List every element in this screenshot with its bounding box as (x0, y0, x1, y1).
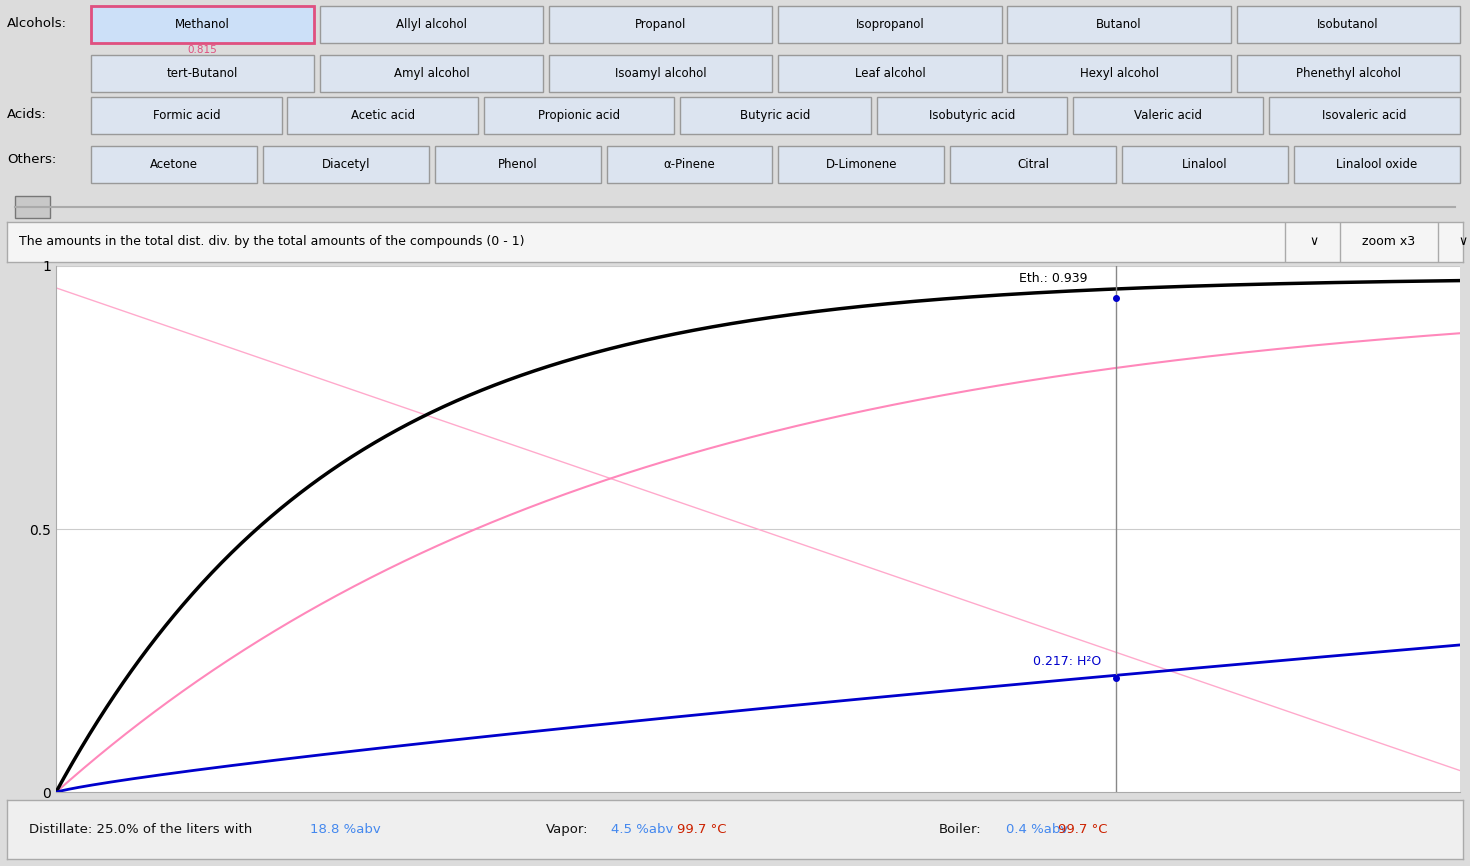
FancyBboxPatch shape (320, 55, 544, 92)
FancyBboxPatch shape (1007, 6, 1230, 42)
Text: Linalool oxide: Linalool oxide (1336, 158, 1417, 171)
FancyBboxPatch shape (15, 196, 50, 218)
Text: Distillate: 25.0% of the liters with: Distillate: 25.0% of the liters with (29, 823, 253, 837)
FancyBboxPatch shape (1007, 55, 1230, 92)
Text: Isoamyl alcohol: Isoamyl alcohol (614, 67, 707, 80)
FancyBboxPatch shape (1294, 146, 1460, 184)
Text: Propanol: Propanol (635, 18, 686, 31)
FancyBboxPatch shape (550, 6, 772, 42)
Text: Isobutanol: Isobutanol (1317, 18, 1379, 31)
Text: Others:: Others: (7, 153, 57, 166)
Text: Allyl alcohol: Allyl alcohol (397, 18, 467, 31)
Text: Linalool: Linalool (1182, 158, 1227, 171)
FancyBboxPatch shape (320, 6, 544, 42)
Text: The amounts in the total dist. div. by the total amounts of the compounds (0 - 1: The amounts in the total dist. div. by t… (19, 235, 525, 249)
Text: Butanol: Butanol (1097, 18, 1142, 31)
Text: Citral: Citral (1017, 158, 1050, 171)
FancyBboxPatch shape (681, 97, 870, 134)
FancyBboxPatch shape (1122, 146, 1288, 184)
Text: Boiler:: Boiler: (939, 823, 982, 837)
FancyBboxPatch shape (484, 97, 675, 134)
FancyBboxPatch shape (91, 146, 257, 184)
Text: Formic acid: Formic acid (153, 109, 220, 122)
FancyBboxPatch shape (1269, 97, 1460, 134)
Text: Vapor:: Vapor: (545, 823, 588, 837)
Text: Diacetyl: Diacetyl (322, 158, 370, 171)
FancyBboxPatch shape (1073, 97, 1263, 134)
Text: zoom x3: zoom x3 (1361, 235, 1416, 249)
FancyBboxPatch shape (1236, 6, 1460, 42)
FancyBboxPatch shape (607, 146, 772, 184)
Text: Acids:: Acids: (7, 108, 47, 121)
FancyBboxPatch shape (91, 97, 282, 134)
Text: Isobutyric acid: Isobutyric acid (929, 109, 1014, 122)
Text: Acetone: Acetone (150, 158, 198, 171)
FancyBboxPatch shape (435, 146, 601, 184)
Text: D-Limonene: D-Limonene (826, 158, 897, 171)
Text: ∨: ∨ (1310, 235, 1319, 249)
Text: Phenol: Phenol (498, 158, 538, 171)
Text: Eth.: 0.939: Eth.: 0.939 (1019, 272, 1088, 285)
Text: Alcohols:: Alcohols: (7, 16, 68, 30)
Text: Methanol: Methanol (175, 18, 231, 31)
Text: ∨: ∨ (1458, 235, 1467, 249)
Text: Valeric acid: Valeric acid (1135, 109, 1202, 122)
Text: 18.8 %abv: 18.8 %abv (310, 823, 381, 837)
FancyBboxPatch shape (550, 55, 772, 92)
Text: Hexyl alcohol: Hexyl alcohol (1079, 67, 1158, 80)
FancyBboxPatch shape (91, 55, 315, 92)
Text: 0.217: H²O: 0.217: H²O (1033, 655, 1101, 668)
Text: α-Pinene: α-Pinene (663, 158, 716, 171)
FancyBboxPatch shape (1236, 55, 1460, 92)
FancyBboxPatch shape (876, 97, 1067, 134)
Text: Propionic acid: Propionic acid (538, 109, 620, 122)
Text: tert-Butanol: tert-Butanol (168, 67, 238, 80)
Text: 0.815: 0.815 (188, 45, 218, 55)
FancyBboxPatch shape (779, 146, 944, 184)
Text: Isovaleric acid: Isovaleric acid (1322, 109, 1407, 122)
FancyBboxPatch shape (779, 55, 1001, 92)
Text: 0.4 %abv: 0.4 %abv (1005, 823, 1067, 837)
FancyBboxPatch shape (263, 146, 429, 184)
Text: 99.7 °C: 99.7 °C (676, 823, 726, 837)
Text: 99.7 °C: 99.7 °C (1058, 823, 1107, 837)
Text: Amyl alcohol: Amyl alcohol (394, 67, 470, 80)
FancyBboxPatch shape (288, 97, 478, 134)
Text: Acetic acid: Acetic acid (351, 109, 415, 122)
FancyBboxPatch shape (91, 6, 315, 42)
Text: 4.5 %abv: 4.5 %abv (612, 823, 673, 837)
Text: Phenethyl alcohol: Phenethyl alcohol (1295, 67, 1401, 80)
Text: Isopropanol: Isopropanol (856, 18, 925, 31)
Text: Leaf alcohol: Leaf alcohol (854, 67, 925, 80)
FancyBboxPatch shape (779, 6, 1001, 42)
FancyBboxPatch shape (950, 146, 1116, 184)
Text: Butyric acid: Butyric acid (741, 109, 810, 122)
